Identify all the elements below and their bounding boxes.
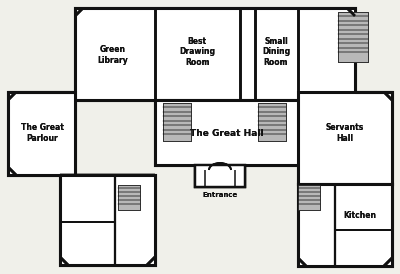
Bar <box>298 92 392 184</box>
Text: Servants
Hall: Servants Hall <box>326 123 364 143</box>
Text: Best
Drawing
Room: Best Drawing Room <box>179 37 215 67</box>
Text: The Great
Parlour: The Great Parlour <box>20 123 64 143</box>
Text: The Great Hall: The Great Hall <box>190 129 264 138</box>
Bar <box>258 103 286 141</box>
Text: Small
Dining
Room: Small Dining Room <box>262 37 290 67</box>
Text: The Great
Parlour: The Great Parlour <box>20 123 64 143</box>
Bar <box>298 184 392 266</box>
Bar <box>60 175 155 265</box>
Bar <box>155 100 300 165</box>
Bar <box>8 92 75 175</box>
Text: Kitchen: Kitchen <box>344 210 376 219</box>
Text: Entrance: Entrance <box>202 192 238 198</box>
Bar <box>298 92 392 184</box>
Text: Green
Library: Green Library <box>98 45 128 65</box>
Bar <box>60 175 155 265</box>
Bar <box>75 8 355 100</box>
Text: Best
Drawing
Room: Best Drawing Room <box>179 37 215 67</box>
Bar <box>195 165 245 187</box>
Text: Servants
Hall: Servants Hall <box>326 123 364 143</box>
Text: Kitchen: Kitchen <box>344 210 376 219</box>
Bar <box>118 185 140 210</box>
Text: Green
Library: Green Library <box>98 45 128 65</box>
Bar <box>75 8 355 100</box>
Bar <box>8 92 75 175</box>
Bar <box>298 184 392 266</box>
Bar <box>155 100 300 165</box>
Bar <box>163 103 191 141</box>
Bar <box>298 92 392 184</box>
Bar <box>163 103 191 141</box>
Bar <box>155 165 298 265</box>
Bar <box>60 175 155 265</box>
Bar <box>298 184 392 266</box>
Text: The Great Hall: The Great Hall <box>190 129 264 138</box>
Bar <box>298 185 320 210</box>
Bar <box>195 165 245 187</box>
Bar <box>75 8 355 100</box>
Bar <box>8 92 75 175</box>
Bar <box>298 185 320 210</box>
Bar <box>258 103 286 141</box>
Bar <box>118 185 140 210</box>
Bar <box>338 12 368 62</box>
Bar <box>338 12 368 62</box>
Bar <box>155 100 300 165</box>
Text: Entrance: Entrance <box>202 192 238 198</box>
Text: Small
Dining
Room: Small Dining Room <box>262 37 290 67</box>
